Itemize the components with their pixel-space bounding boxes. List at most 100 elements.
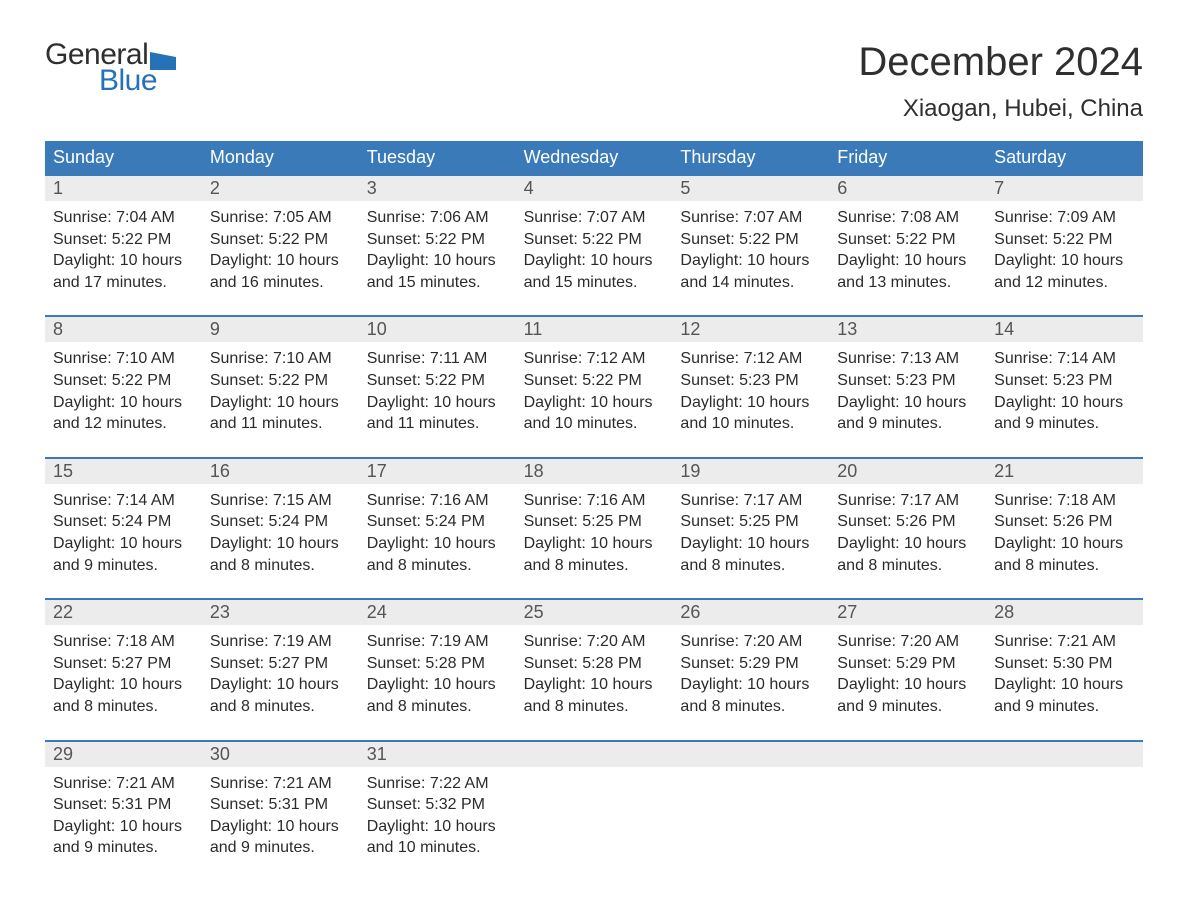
day-number: 2 — [202, 176, 359, 201]
daylight-line-1: Daylight: 10 hours — [837, 392, 978, 414]
day-number: 26 — [672, 600, 829, 625]
sunrise-line: Sunrise: 7:12 AM — [680, 348, 821, 370]
day-number — [829, 742, 986, 767]
day-number: 3 — [359, 176, 516, 201]
sunset-line: Sunset: 5:26 PM — [837, 511, 978, 533]
sunrise-line: Sunrise: 7:11 AM — [367, 348, 508, 370]
day-body: Sunrise: 7:18 AMSunset: 5:27 PMDaylight:… — [45, 625, 202, 721]
daylight-line-2: and 14 minutes. — [680, 272, 821, 294]
daylight-line-1: Daylight: 10 hours — [524, 674, 665, 696]
week-row: 1 Sunrise: 7:04 AM Sunset: 5:22 PM Daylight… — [45, 174, 1143, 297]
day-body: Sunrise: 7:21 AMSunset: 5:31 PMDaylight:… — [45, 767, 202, 863]
day-body: Sunrise: 7:11 AMSunset: 5:22 PMDaylight:… — [359, 342, 516, 438]
daylight-line-2: and 8 minutes. — [210, 555, 351, 577]
title-block: December 2024 Xiaogan, Hubei, China — [858, 40, 1143, 123]
day-cell: 26Sunrise: 7:20 AMSunset: 5:29 PMDayligh… — [672, 600, 829, 721]
day-cell: 2Sunrise: 7:05 AMSunset: 5:22 PMDaylight… — [202, 176, 359, 297]
day-body: Sunrise: 7:20 AMSunset: 5:28 PMDaylight:… — [516, 625, 673, 721]
day-body: Sunrise: 7:19 AMSunset: 5:27 PMDaylight:… — [202, 625, 359, 721]
daylight-line-2: and 15 minutes. — [524, 272, 665, 294]
sunset-line: Sunset: 5:22 PM — [524, 229, 665, 251]
sunrise-line: Sunrise: 7:14 AM — [994, 348, 1135, 370]
daylight-line-1: Daylight: 10 hours — [210, 392, 351, 414]
day-cell: 31Sunrise: 7:22 AMSunset: 5:32 PMDayligh… — [359, 742, 516, 863]
sunset-line: Sunset: 5:23 PM — [994, 370, 1135, 392]
day-number: 17 — [359, 459, 516, 484]
week-row: 8Sunrise: 7:10 AMSunset: 5:22 PMDaylight… — [45, 315, 1143, 438]
day-number: 25 — [516, 600, 673, 625]
sunset-line: Sunset: 5:24 PM — [367, 511, 508, 533]
day-body: Sunrise: 7:12 AMSunset: 5:22 PMDaylight:… — [516, 342, 673, 438]
sunrise-line: Sunrise: 7:22 AM — [367, 773, 508, 795]
daylight-line-2: and 9 minutes. — [994, 696, 1135, 718]
day-number — [986, 742, 1143, 767]
daylight-line-2: and 9 minutes. — [994, 413, 1135, 435]
daylight-line-2: and 8 minutes. — [367, 555, 508, 577]
day-number: 16 — [202, 459, 359, 484]
day-number — [516, 742, 673, 767]
day-body: Sunrise: 7:17 AMSunset: 5:26 PMDaylight:… — [829, 484, 986, 580]
sunrise-line: Sunrise: 7:21 AM — [53, 773, 194, 795]
day-body: Sunrise: 7:17 AMSunset: 5:25 PMDaylight:… — [672, 484, 829, 580]
day-cell — [829, 742, 986, 863]
daylight-line-1: Daylight: 10 hours — [210, 674, 351, 696]
daylight-line-1: Daylight: 10 hours — [524, 533, 665, 555]
sunset-line: Sunset: 5:31 PM — [210, 794, 351, 816]
sunrise-line: Sunrise: 7:09 AM — [994, 207, 1135, 229]
sunrise-line: Sunrise: 7:05 AM — [210, 207, 351, 229]
dow-cell: Monday — [202, 141, 359, 174]
sunset-line: Sunset: 5:22 PM — [524, 370, 665, 392]
sunrise-line: Sunrise: 7:15 AM — [210, 490, 351, 512]
day-number: 5 — [672, 176, 829, 201]
day-cell — [672, 742, 829, 863]
sunrise-line: Sunrise: 7:17 AM — [837, 490, 978, 512]
day-body: Sunrise: 7:21 AMSunset: 5:30 PMDaylight:… — [986, 625, 1143, 721]
sunset-line: Sunset: 5:22 PM — [680, 229, 821, 251]
day-number: 12 — [672, 317, 829, 342]
sunset-line: Sunset: 5:24 PM — [53, 511, 194, 533]
week-row: 22Sunrise: 7:18 AMSunset: 5:27 PMDayligh… — [45, 598, 1143, 721]
day-of-week-header: SundayMondayTuesdayWednesdayThursdayFrid… — [45, 141, 1143, 174]
day-number: 27 — [829, 600, 986, 625]
day-cell: 9Sunrise: 7:10 AMSunset: 5:22 PMDaylight… — [202, 317, 359, 438]
daylight-line-1: Daylight: 10 hours — [680, 674, 821, 696]
day-number: 9 — [202, 317, 359, 342]
day-number: 11 — [516, 317, 673, 342]
daylight-line-1: Daylight: 10 hours — [524, 392, 665, 414]
day-cell: 19Sunrise: 7:17 AMSunset: 5:25 PMDayligh… — [672, 459, 829, 580]
day-number: 4 — [516, 176, 673, 201]
day-number: 31 — [359, 742, 516, 767]
sunrise-line: Sunrise: 7:21 AM — [994, 631, 1135, 653]
daylight-line-2: and 8 minutes. — [837, 555, 978, 577]
sunrise-line: Sunrise: 7:04 AM — [53, 207, 194, 229]
sunrise-line: Sunrise: 7:10 AM — [210, 348, 351, 370]
dow-cell: Wednesday — [516, 141, 673, 174]
day-body: Sunrise: 7:08 AMSunset: 5:22 PMDaylight:… — [829, 201, 986, 297]
day-body: Sunrise: 7:20 AMSunset: 5:29 PMDaylight:… — [672, 625, 829, 721]
sunset-line: Sunset: 5:29 PM — [837, 653, 978, 675]
day-number: 1 — [45, 176, 202, 201]
daylight-line-1: Daylight: 10 hours — [210, 533, 351, 555]
daylight-line-2: and 9 minutes. — [837, 696, 978, 718]
day-cell: 4Sunrise: 7:07 AMSunset: 5:22 PMDaylight… — [516, 176, 673, 297]
day-number: 15 — [45, 459, 202, 484]
sunset-line: Sunset: 5:28 PM — [367, 653, 508, 675]
day-body: Sunrise: 7:22 AMSunset: 5:32 PMDaylight:… — [359, 767, 516, 863]
sunrise-line: Sunrise: 7:19 AM — [367, 631, 508, 653]
daylight-line-2: and 9 minutes. — [53, 555, 194, 577]
sunset-line: Sunset: 5:29 PM — [680, 653, 821, 675]
sunrise-line: Sunrise: 7:20 AM — [837, 631, 978, 653]
sunrise-line: Sunrise: 7:19 AM — [210, 631, 351, 653]
day-number: 30 — [202, 742, 359, 767]
day-cell: 13Sunrise: 7:13 AMSunset: 5:23 PMDayligh… — [829, 317, 986, 438]
sunrise-line: Sunrise: 7:18 AM — [994, 490, 1135, 512]
daylight-line-1: Daylight: 10 hours — [53, 392, 194, 414]
sunrise-line: Sunrise: 7:17 AM — [680, 490, 821, 512]
day-body: Sunrise: 7:12 AMSunset: 5:23 PMDaylight:… — [672, 342, 829, 438]
day-cell: 18Sunrise: 7:16 AMSunset: 5:25 PMDayligh… — [516, 459, 673, 580]
daylight-line-1: Daylight: 10 hours — [53, 674, 194, 696]
daylight-line-1: Daylight: 10 hours — [210, 250, 351, 272]
sunset-line: Sunset: 5:27 PM — [53, 653, 194, 675]
day-cell — [516, 742, 673, 863]
day-body: Sunrise: 7:16 AMSunset: 5:24 PMDaylight:… — [359, 484, 516, 580]
